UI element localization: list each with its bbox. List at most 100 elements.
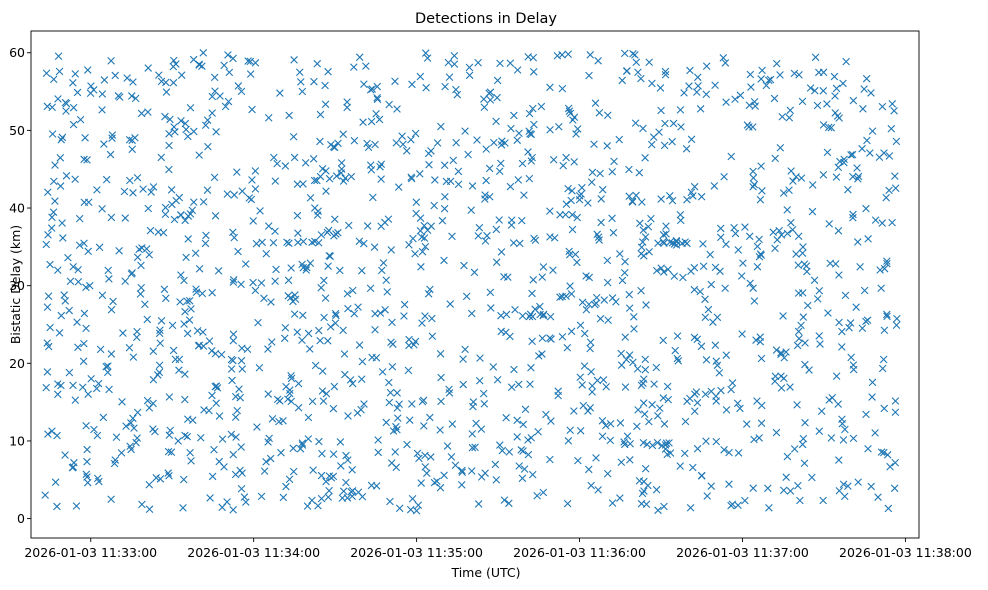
data-point-marker	[318, 387, 327, 395]
data-point-marker	[572, 130, 580, 138]
data-point-marker	[854, 478, 862, 486]
data-point-marker	[322, 389, 331, 398]
data-point-marker	[285, 389, 294, 398]
data-point-marker	[564, 437, 573, 445]
x-tick-label: 2026-01-03 11:36:00	[513, 545, 646, 560]
data-point-marker	[103, 368, 112, 377]
data-point-marker	[224, 97, 233, 106]
data-point-marker	[566, 282, 574, 290]
data-point-marker	[534, 427, 542, 436]
data-point-marker	[50, 177, 58, 186]
data-point-marker	[638, 198, 646, 206]
data-point-marker	[546, 312, 555, 321]
data-point-marker	[639, 226, 648, 234]
data-point-marker	[745, 232, 754, 241]
data-point-marker	[884, 504, 893, 513]
data-point-marker	[57, 381, 65, 390]
data-point-marker	[405, 335, 413, 344]
data-point-marker	[692, 388, 701, 396]
data-point-marker	[771, 244, 779, 253]
data-point-marker	[842, 57, 850, 66]
data-point-marker	[302, 266, 310, 274]
data-point-marker	[795, 334, 803, 343]
data-point-marker	[625, 192, 634, 200]
data-point-marker	[598, 416, 607, 425]
data-point-marker	[169, 78, 178, 87]
data-point-marker	[129, 189, 137, 197]
data-point-marker	[118, 398, 126, 406]
data-point-marker	[325, 486, 333, 495]
data-point-marker	[492, 476, 501, 484]
data-point-marker	[868, 393, 876, 401]
data-point-marker	[696, 105, 705, 113]
data-point-marker	[441, 82, 449, 91]
data-point-marker	[739, 259, 747, 267]
data-point-marker	[133, 408, 142, 417]
data-point-marker	[161, 112, 169, 121]
data-point-marker	[371, 140, 379, 149]
data-point-marker	[757, 354, 766, 363]
data-point-marker	[711, 263, 720, 272]
data-point-marker	[676, 106, 685, 114]
data-point-marker	[381, 218, 389, 227]
data-point-marker	[405, 416, 414, 424]
data-point-marker	[385, 378, 393, 387]
data-point-marker	[125, 176, 134, 185]
data-point-marker	[229, 336, 238, 345]
data-point-marker	[520, 191, 528, 199]
data-point-marker	[157, 153, 166, 162]
data-point-marker	[707, 280, 716, 289]
data-point-marker	[625, 290, 634, 299]
data-point-marker	[497, 311, 505, 320]
data-point-marker	[208, 391, 216, 400]
data-point-marker	[244, 57, 252, 65]
data-point-marker	[82, 421, 90, 430]
data-point-marker	[137, 283, 145, 292]
data-point-marker	[189, 55, 198, 64]
data-point-marker	[102, 175, 111, 184]
data-point-marker	[693, 444, 702, 453]
data-point-marker	[389, 340, 397, 348]
data-point-marker	[382, 276, 391, 284]
data-point-marker	[276, 89, 284, 97]
data-point-marker	[201, 121, 210, 130]
data-point-marker	[98, 90, 107, 98]
data-point-marker	[538, 273, 547, 281]
data-point-marker	[289, 132, 298, 141]
data-point-marker	[468, 443, 477, 452]
data-point-marker	[220, 61, 228, 70]
data-point-marker	[308, 397, 317, 406]
data-point-marker	[317, 231, 326, 239]
data-point-marker	[819, 496, 827, 505]
data-point-marker	[815, 286, 824, 295]
data-point-marker	[189, 198, 198, 206]
data-point-marker	[415, 454, 423, 463]
data-point-marker	[271, 227, 279, 236]
data-point-marker	[85, 281, 94, 290]
data-point-marker	[316, 336, 324, 345]
data-point-marker	[448, 232, 456, 241]
data-point-marker	[663, 382, 672, 391]
data-point-marker	[215, 412, 224, 420]
data-point-marker	[699, 262, 708, 271]
data-point-marker	[749, 182, 757, 191]
data-point-marker	[711, 341, 720, 349]
data-point-marker	[549, 155, 558, 164]
data-point-marker	[808, 207, 817, 216]
data-point-marker	[165, 141, 173, 150]
data-point-marker	[149, 183, 158, 191]
data-point-marker	[381, 305, 389, 314]
data-point-marker	[854, 172, 863, 181]
data-point-marker	[717, 233, 725, 242]
data-point-marker	[354, 303, 362, 311]
data-point-marker	[428, 314, 436, 323]
data-point-marker	[472, 419, 480, 428]
data-point-marker	[874, 493, 882, 501]
data-point-marker	[415, 170, 424, 178]
data-point-marker	[56, 182, 65, 190]
data-point-marker	[147, 188, 155, 196]
data-point-marker	[108, 131, 117, 139]
data-point-marker	[257, 279, 266, 287]
data-point-marker	[481, 195, 489, 203]
data-point-marker	[810, 276, 819, 285]
